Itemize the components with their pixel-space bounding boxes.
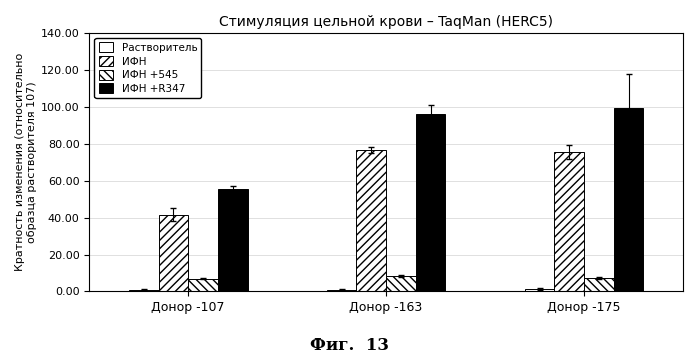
Bar: [416, 114, 445, 291]
Bar: [218, 189, 248, 291]
Bar: [584, 278, 614, 291]
Bar: [327, 290, 357, 291]
Legend: Растворитель, ИФН, ИФН +545, ИФН +R347: Растворитель, ИФН, ИФН +545, ИФН +R347: [94, 38, 202, 98]
Bar: [357, 150, 386, 291]
Bar: [129, 290, 158, 291]
Bar: [554, 152, 584, 291]
Bar: [614, 108, 644, 291]
Bar: [386, 276, 416, 291]
Text: Фиг.  13: Фиг. 13: [309, 337, 389, 354]
Title: Стимуляция цельной крови – TaqMan (HERC5): Стимуляция цельной крови – TaqMan (HERC5…: [219, 15, 553, 29]
Bar: [158, 215, 188, 291]
Bar: [188, 279, 218, 291]
Y-axis label: Кратность изменения (относительно
образца растворителя 107): Кратность изменения (относительно образц…: [15, 53, 36, 272]
Bar: [525, 289, 554, 291]
